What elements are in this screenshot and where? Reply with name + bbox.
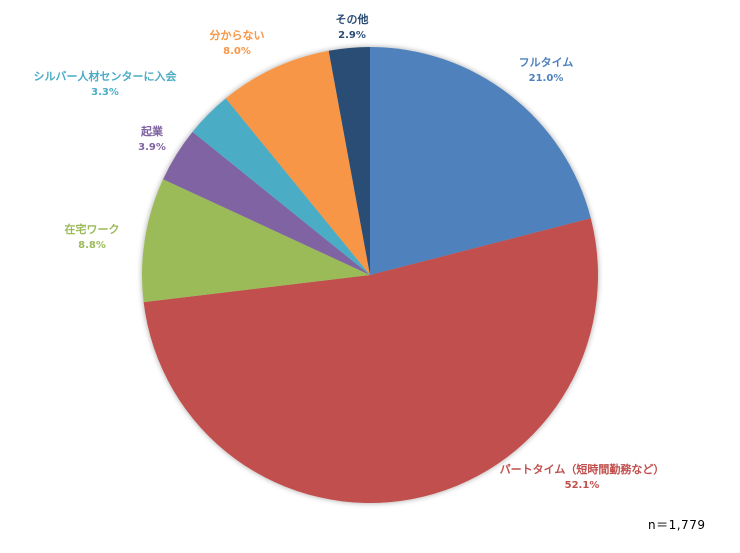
slice-label-value: 21.0%: [528, 73, 564, 84]
slice-label-text: フルタイム: [518, 56, 574, 69]
pie-slice: [370, 47, 591, 275]
slice-label-value: 3.9%: [138, 142, 166, 153]
slice-label-text: パートタイム（短時間勤務など）: [499, 463, 665, 476]
slice-label-text: 在宅ワーク: [64, 223, 120, 236]
pie-slice: [192, 98, 370, 275]
slice-data-label: フルタイム 21.0%: [519, 55, 574, 87]
slice-data-label: 分からない 8.0%: [210, 28, 265, 60]
pie-slice: [163, 131, 370, 275]
sample-size-note: n＝1,779: [648, 518, 706, 532]
slice-label-text: 分からない: [209, 29, 265, 42]
slice-label-text: その他: [335, 13, 369, 26]
slice-label-text: 起業: [140, 125, 163, 138]
slice-data-label: その他 2.9%: [336, 12, 369, 44]
slice-data-label: シルバー人材センターに入会 3.3%: [34, 69, 177, 101]
slice-data-label: 在宅ワーク 8.8%: [65, 222, 120, 254]
pie-slice: [143, 218, 598, 503]
pie-slice: [328, 47, 370, 275]
slice-label-value: 8.0%: [223, 46, 251, 57]
slice-label-value: 8.8%: [78, 240, 106, 251]
slice-label-value: 3.3%: [91, 87, 119, 98]
slice-label-text: シルバー人材センターに入会: [33, 70, 177, 83]
pie-slice: [142, 179, 370, 303]
slice-data-label: パートタイム（短時間勤務など） 52.1%: [500, 462, 665, 494]
slice-label-value: 52.1%: [564, 480, 600, 491]
pie-slice: [225, 50, 370, 276]
slice-data-label: 起業 3.9%: [138, 124, 166, 156]
slice-label-value: 2.9%: [338, 30, 366, 41]
